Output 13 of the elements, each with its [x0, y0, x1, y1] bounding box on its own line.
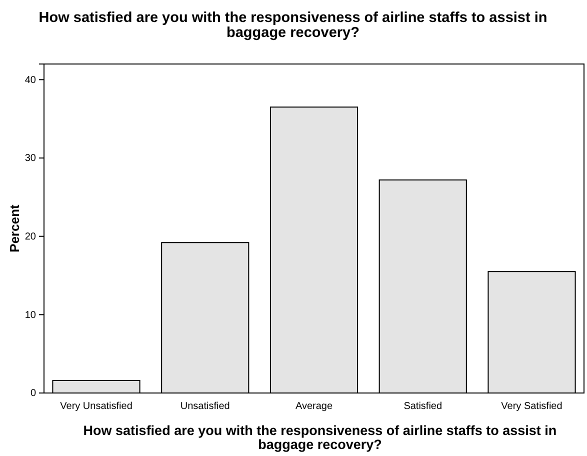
x-axis-title: How satisfied are you with the responsiveness of airline staffs to assist in baggage recovery?	[83, 423, 557, 452]
x-tick-label: Average	[295, 401, 333, 412]
x-tick-label: Unsatisfied	[180, 401, 230, 412]
y-tick-label: 30	[24, 153, 36, 164]
chart-title: How satisfied are you with the responsiveness of airline staffs to assist in baggage recovery?	[38, 10, 548, 41]
x-tick-label: Satisfied	[404, 401, 442, 412]
y-tick-label: 10	[24, 310, 36, 321]
x-tick-label: Very Satisfied	[501, 401, 562, 412]
y-tick-label: 40	[24, 74, 36, 86]
x-tick-label: Very Unsatisfied	[60, 401, 132, 412]
y-tick-label: 20	[24, 232, 36, 243]
y-tick-label: 0	[30, 388, 36, 400]
y-axis-title: Percent	[7, 204, 22, 252]
